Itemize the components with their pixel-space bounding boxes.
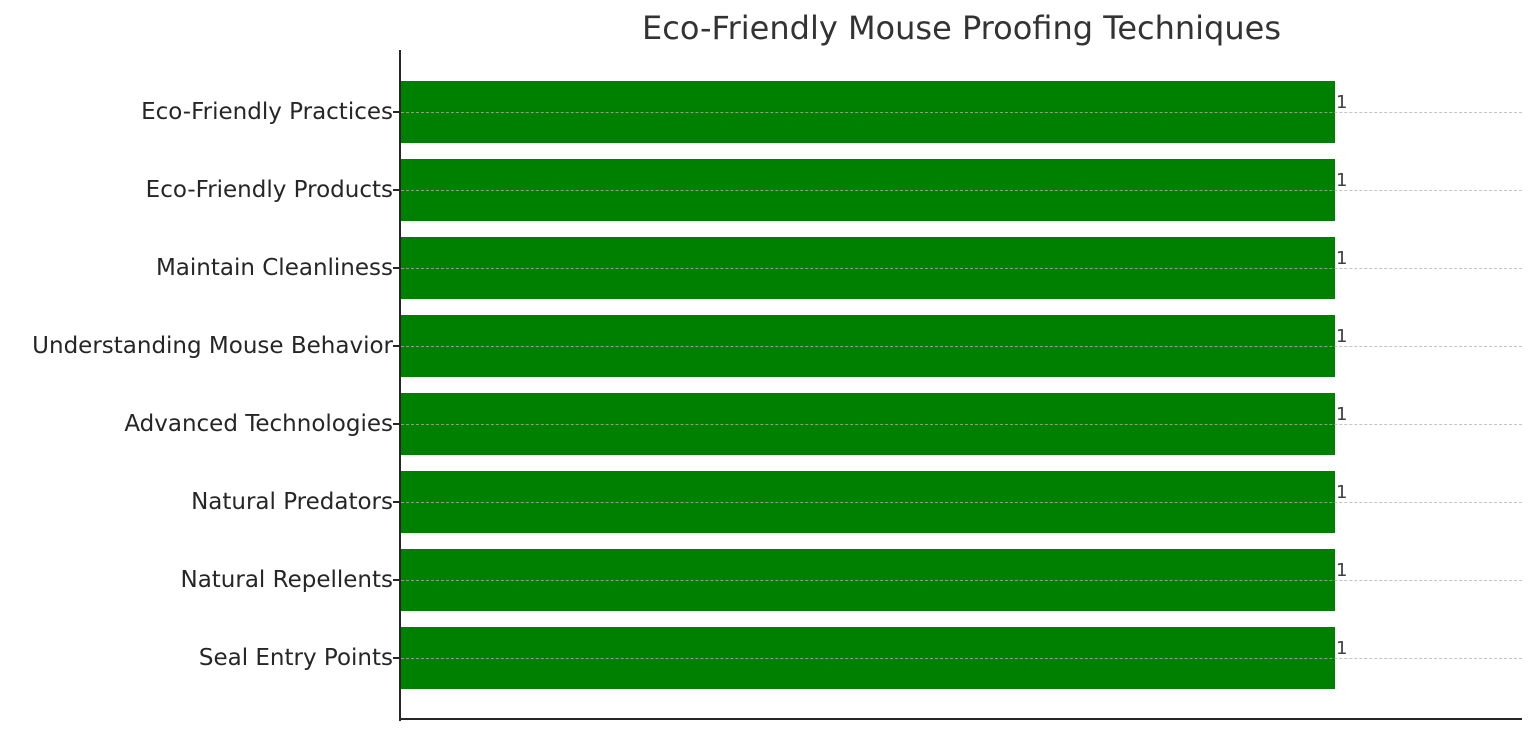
y-axis-label: Eco-Friendly Practices	[141, 99, 393, 125]
value-label: 1	[1336, 638, 1348, 659]
grid-line	[401, 112, 1522, 113]
y-axis-label: Natural Predators	[191, 489, 393, 515]
y-axis-label: Understanding Mouse Behavior	[32, 333, 393, 359]
value-label: 1	[1336, 482, 1348, 503]
value-label: 1	[1336, 170, 1348, 191]
bar-row: 1	[401, 627, 1522, 689]
grid-line	[401, 346, 1522, 347]
grid-line	[401, 190, 1522, 191]
y-tick-mark	[393, 501, 400, 503]
bar-row: 1	[401, 81, 1522, 143]
y-axis-label: Advanced Technologies	[124, 411, 393, 437]
y-tick-mark	[393, 657, 400, 659]
bar-row: 1	[401, 549, 1522, 611]
y-tick-mark	[393, 111, 400, 113]
bar-row: 1	[401, 393, 1522, 455]
y-axis-line	[399, 50, 401, 721]
value-label: 1	[1336, 248, 1348, 269]
x-axis-line	[399, 718, 1522, 720]
value-label: 1	[1336, 326, 1348, 347]
y-tick-mark	[393, 423, 400, 425]
bar-row: 1	[401, 159, 1522, 221]
y-tick-mark	[393, 189, 400, 191]
y-axis-label: Eco-Friendly Products	[145, 177, 393, 203]
value-label: 1	[1336, 560, 1348, 581]
y-tick-mark	[393, 345, 400, 347]
y-axis-label: Maintain Cleanliness	[155, 255, 393, 281]
grid-line	[401, 658, 1522, 659]
chart-title: Eco-Friendly Mouse Proofing Techniques	[642, 9, 1281, 47]
bar-row: 1	[401, 315, 1522, 377]
grid-line	[401, 580, 1522, 581]
grid-line	[401, 268, 1522, 269]
bar-row: 1	[401, 471, 1522, 533]
y-axis-label: Seal Entry Points	[198, 645, 393, 671]
plot-area: 1 1 1 1 1 1 1 1	[401, 50, 1522, 719]
y-axis-label: Natural Repellents	[180, 567, 393, 593]
y-tick-mark	[393, 267, 400, 269]
grid-line	[401, 424, 1522, 425]
grid-line	[401, 502, 1522, 503]
value-label: 1	[1336, 92, 1348, 113]
value-label: 1	[1336, 404, 1348, 425]
y-tick-mark	[393, 579, 400, 581]
bar-row: 1	[401, 237, 1522, 299]
